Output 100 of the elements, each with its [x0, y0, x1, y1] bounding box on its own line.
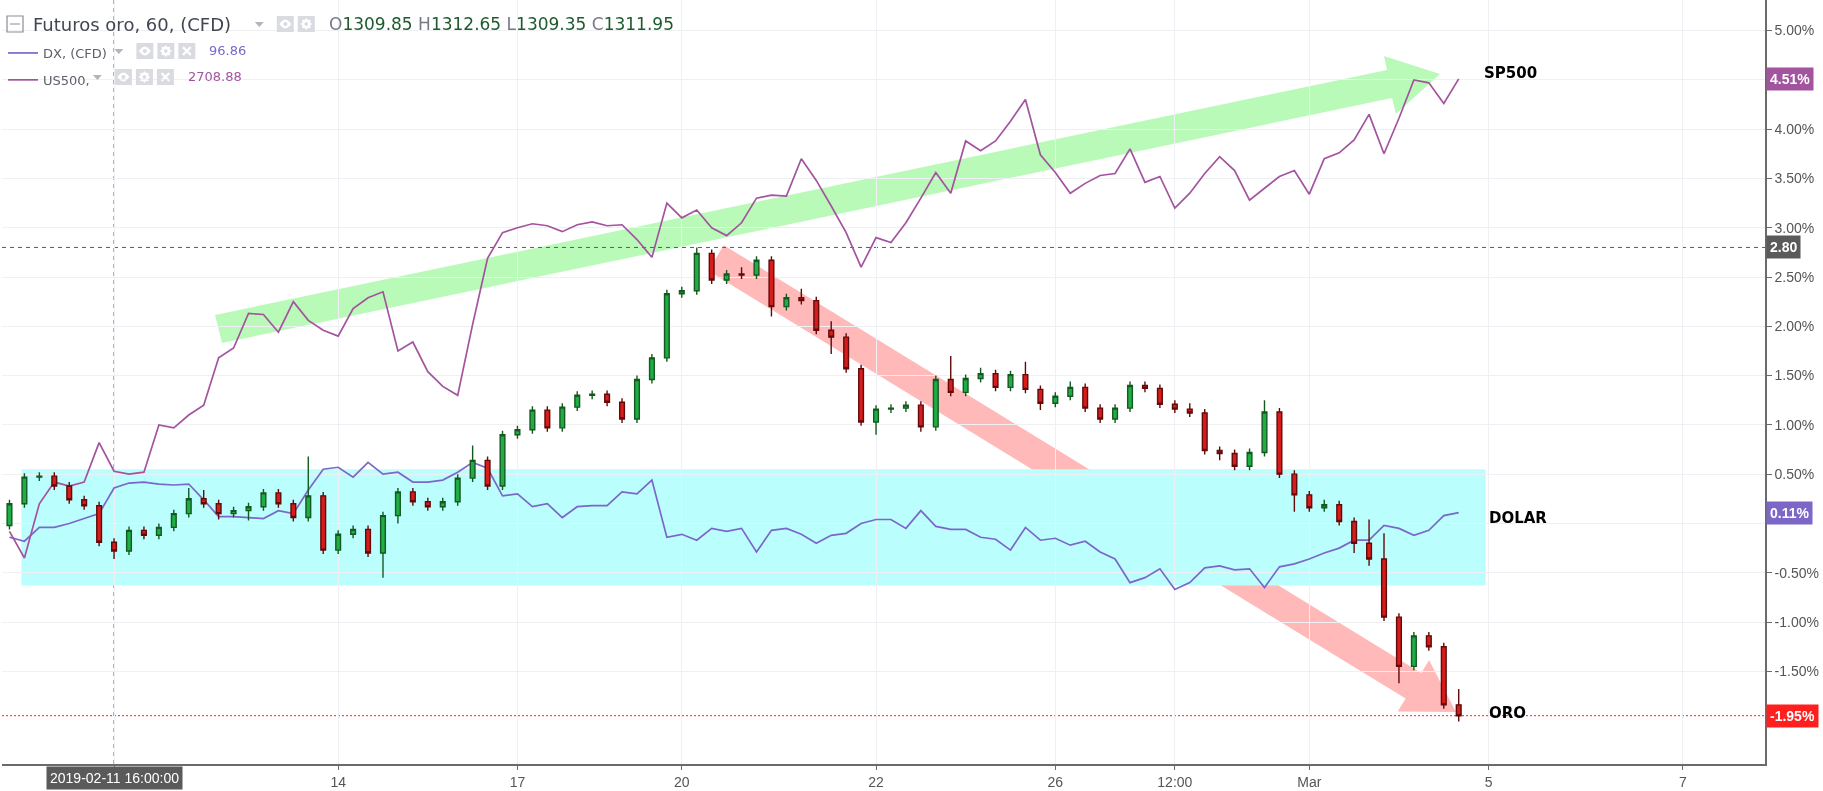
candlestick: [544, 405, 551, 433]
candlestick: [872, 404, 880, 436]
candlestick: [1351, 516, 1358, 554]
candlestick: [1186, 402, 1193, 418]
candlestick: [648, 353, 655, 385]
candlestick: [1380, 532, 1388, 622]
candlestick: [484, 455, 491, 491]
y-tick-label: 0.50%: [1774, 466, 1815, 483]
candlestick: [1395, 612, 1403, 684]
candlestick: [753, 255, 760, 280]
candlestick: [379, 510, 387, 579]
x-tick-label: 2019-02-11 16:00:00: [50, 770, 180, 786]
legend-label: US500,: [43, 72, 90, 88]
y-tick-label: 4.00%: [1774, 121, 1815, 138]
candlestick: [947, 355, 954, 397]
candlestick: [1261, 399, 1268, 458]
candlestick: [693, 246, 700, 296]
text: Futuros oro, 60, (CFD): [33, 14, 232, 35]
candlestick: [245, 502, 252, 522]
candlestick: [364, 524, 372, 558]
candlestick: [125, 525, 133, 556]
candlestick: [305, 455, 312, 523]
candlestick: [633, 374, 641, 424]
candlestick: [1171, 399, 1178, 414]
candlestick: [260, 488, 267, 512]
candlestick: [140, 525, 147, 540]
x-tick-label: Mar: [1297, 773, 1322, 790]
candlestick: [932, 374, 939, 432]
candlestick: [1052, 391, 1059, 408]
candlestick: [155, 522, 162, 540]
candlestick: [1037, 384, 1044, 411]
candlestick: [1336, 500, 1343, 527]
candlestick: [81, 495, 88, 511]
candlestick: [1067, 380, 1074, 401]
candlestick: [1126, 380, 1134, 413]
y-tick-label: -0.50%: [1774, 564, 1819, 581]
candlestick: [887, 403, 895, 414]
candlestick: [768, 255, 775, 318]
candlestick: [1156, 383, 1163, 409]
candlestick: [1291, 469, 1298, 513]
text: 0.11%: [1770, 505, 1810, 521]
candlestick: [514, 425, 521, 440]
annotation: O1309.85 H1312.65 L1309.35 C1311.95: [329, 14, 674, 34]
candlestick: [185, 487, 192, 519]
candlestick: [499, 430, 506, 491]
x-tick-label: 14: [330, 773, 347, 790]
candlestick: [1321, 499, 1328, 513]
ref-line-label: 2.80: [1770, 239, 1798, 255]
annotation: 2708.88: [188, 69, 242, 84]
candlestick: [559, 402, 566, 433]
candlestick: [1306, 490, 1313, 513]
candlestick: [1216, 445, 1223, 462]
candlestick: [663, 289, 670, 363]
candlestick: [574, 390, 581, 412]
y-tick-label: 2.00%: [1774, 318, 1815, 335]
x-tick-label: 26: [1047, 773, 1064, 790]
y-tick-label: 2.50%: [1774, 268, 1815, 285]
candlestick: [66, 481, 73, 505]
candlestick: [1366, 518, 1373, 567]
candlestick: [828, 320, 835, 355]
candlestick: [424, 497, 431, 512]
candlestick: [275, 488, 282, 509]
x-tick-label: 7: [1678, 773, 1687, 790]
candlestick: [1231, 448, 1238, 471]
candlestick: [439, 497, 446, 512]
x-tick-label: 22: [868, 773, 885, 790]
candlestick: [170, 508, 177, 533]
candlestick: [723, 269, 730, 285]
candlestick: [96, 501, 103, 547]
candlestick: [1141, 380, 1149, 394]
x-tick-label: 5: [1484, 773, 1493, 790]
text: 4.51%: [1770, 71, 1811, 87]
candlestick: [469, 444, 476, 483]
candlestick: [320, 491, 327, 555]
candlestick: [290, 499, 297, 523]
candlestick: [200, 489, 207, 509]
y-tick-label: 1.00%: [1774, 416, 1815, 433]
y-tick-label: -1.50%: [1774, 663, 1819, 680]
candlestick: [962, 373, 969, 397]
annotation: ORO: [1489, 704, 1527, 722]
candlestick: [1022, 361, 1029, 395]
x-tick-label: 12:00: [1157, 773, 1193, 790]
candlestick: [1201, 408, 1208, 456]
legend-label: DX, (CFD): [43, 46, 107, 62]
candlestick: [1276, 407, 1283, 479]
y-tick-label: 3.00%: [1774, 219, 1815, 236]
y-tick-label: -1.00%: [1774, 613, 1819, 630]
candlestick: [783, 293, 790, 312]
candlestick: [1097, 403, 1104, 424]
candlestick: [604, 389, 611, 407]
candlestick: [6, 499, 13, 531]
annotation: DOLAR: [1489, 509, 1548, 527]
annotation: 96.86: [209, 43, 247, 58]
ref-line-label: -1.95%: [1770, 708, 1815, 724]
candlestick: [917, 400, 924, 433]
candlestick: [409, 487, 416, 507]
candlestick: [1007, 369, 1014, 393]
candlestick: [1082, 382, 1089, 413]
annotation: SP500: [1484, 64, 1538, 82]
candlestick: [977, 367, 984, 384]
